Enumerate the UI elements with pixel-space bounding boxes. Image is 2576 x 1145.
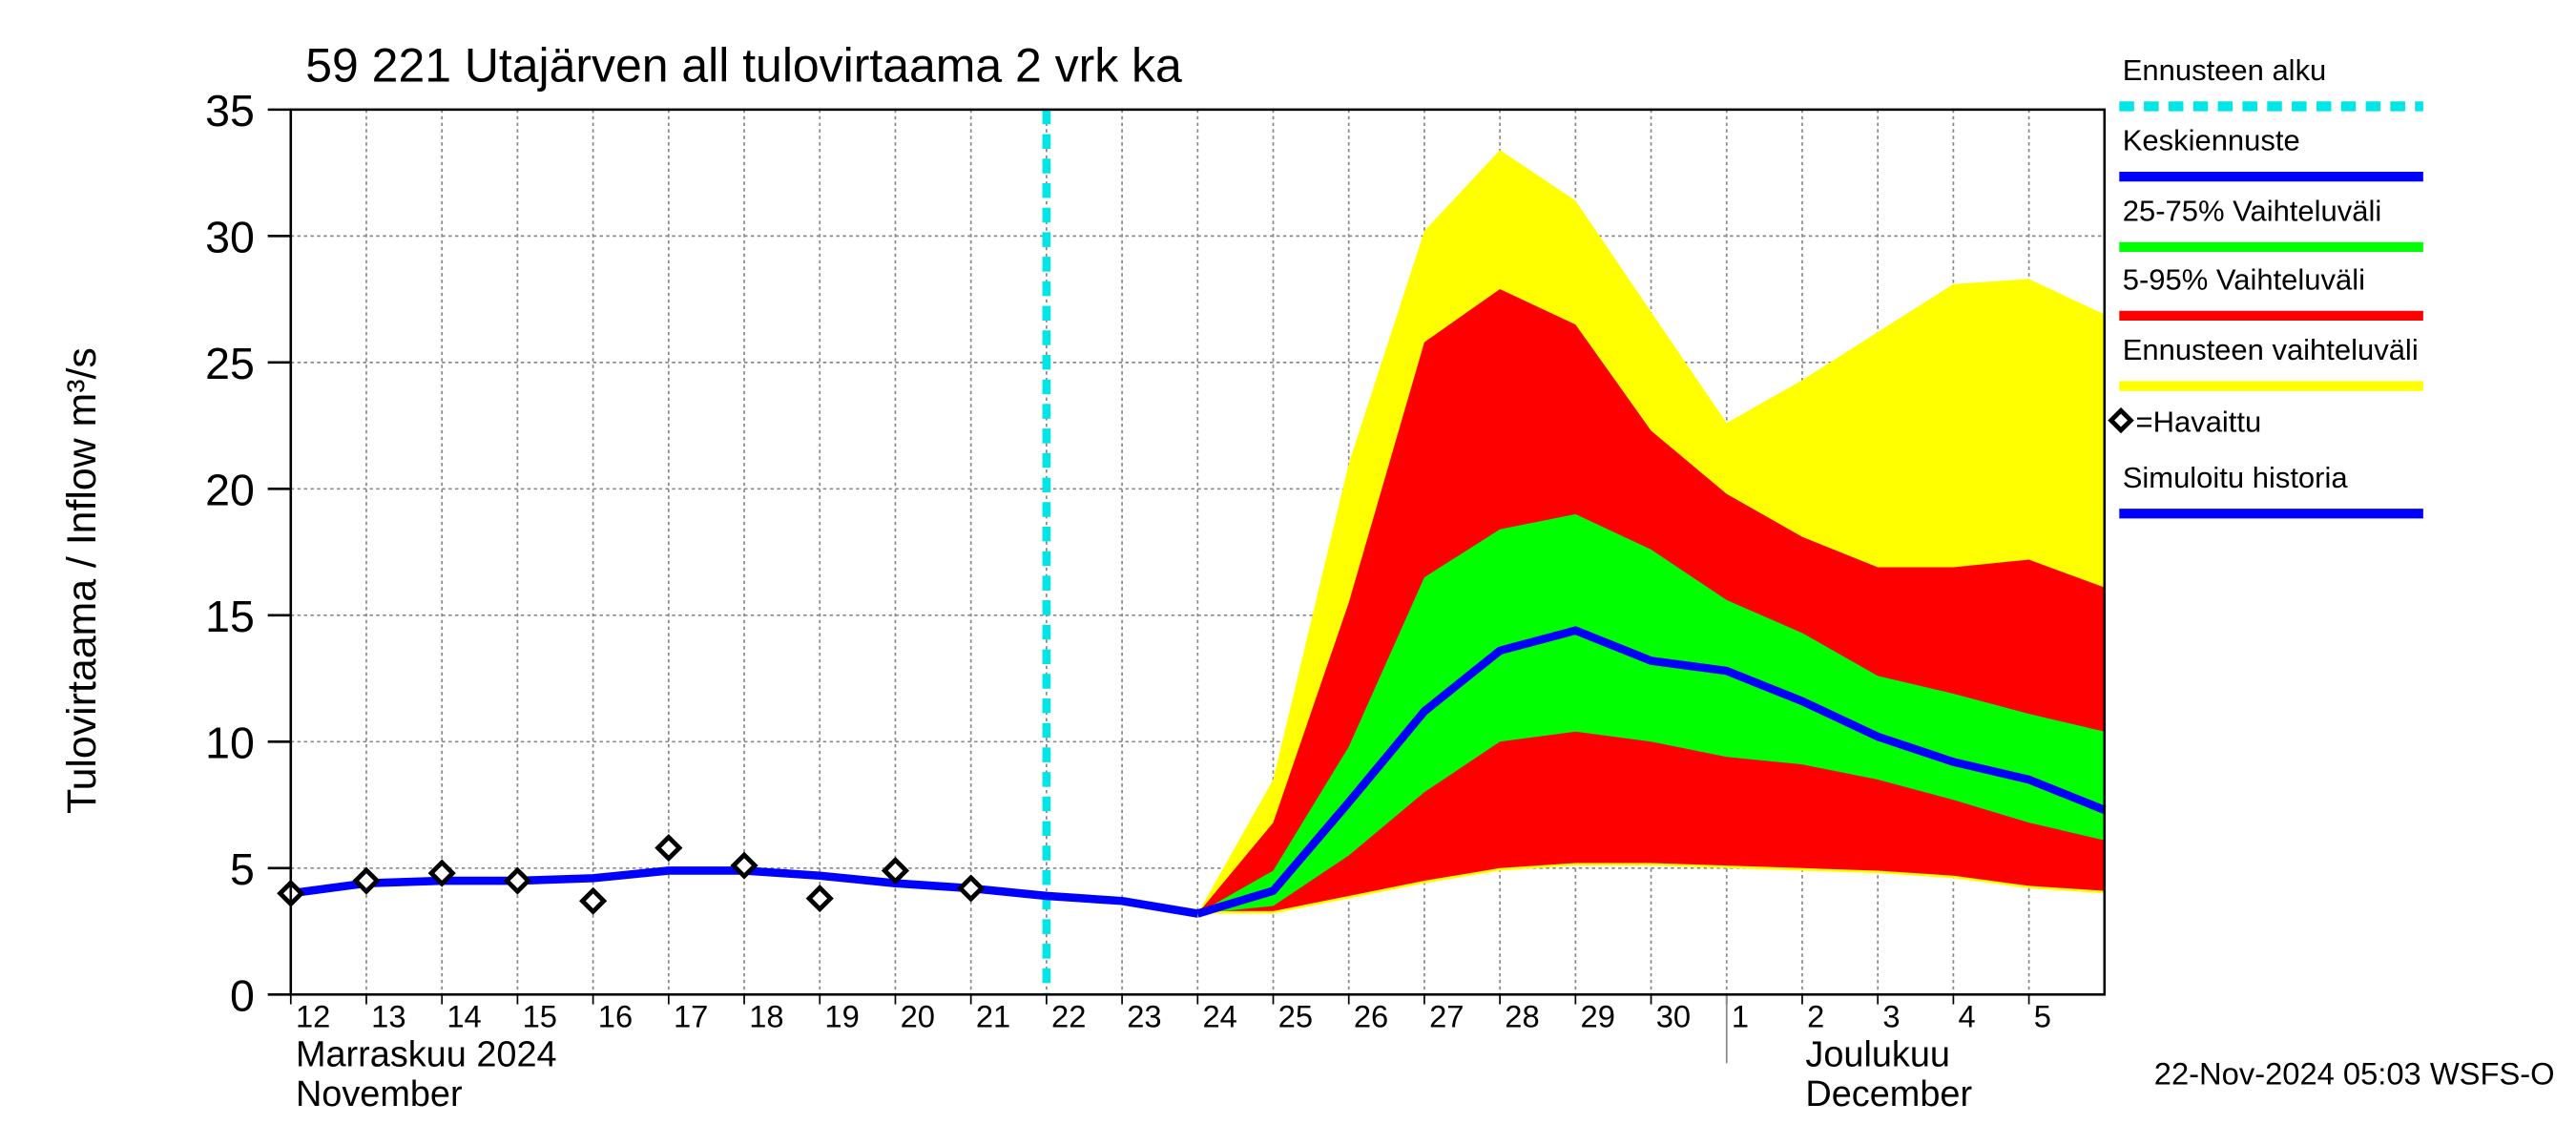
legend-label: Simuloitu historia [2123,461,2349,494]
x-tick-label: 14 [447,999,481,1034]
x-tick-label: 27 [1429,999,1464,1034]
x-tick-label: 29 [1581,999,1615,1034]
month-label: November [296,1074,463,1114]
observed-point [730,851,758,880]
x-tick-label: 4 [1959,999,1976,1034]
legend-label: Ennusteen vaihteluväli [2123,333,2419,366]
chart-title: 59 221 Utajärven all tulovirtaama 2 vrk … [305,39,1182,93]
y-tick-label: 0 [230,971,255,1021]
legend-label: 25-75% Vaihteluväli [2123,194,2381,227]
observed-point [352,866,381,895]
legend-label: Ennusteen alku [2123,53,2327,87]
x-tick-label: 28 [1505,999,1539,1034]
x-tick-label: 15 [523,999,557,1034]
x-tick-label: 23 [1127,999,1161,1034]
y-tick-label: 30 [205,213,255,262]
x-tick-label: 25 [1278,999,1313,1034]
x-tick-label: 26 [1354,999,1388,1034]
line [1196,626,2107,918]
month-label: Marraskuu 2024 [296,1035,557,1075]
month-label: Joulukuu [1805,1035,1950,1075]
y-tick-label: 5 [230,844,255,894]
footer: 22-Nov-2024 05:03 WSFS-O [2154,1056,2555,1092]
y-tick-label: 10 [205,718,255,768]
y-tick-label: 15 [205,592,255,641]
x-tick-label: 3 [1882,999,1900,1034]
y-axis-label: Tulovirtaama / Inflow m³/s [59,347,105,814]
y-tick-label: 20 [205,466,255,515]
band [1197,513,2105,914]
observed-point [957,874,986,903]
x-tick-label: 17 [674,999,708,1034]
x-tick-label: 5 [2034,999,2051,1034]
y-tick-label: 25 [205,339,255,388]
observed-point [427,859,456,887]
x-tick-label: 19 [824,999,859,1034]
x-tick-label: 22 [1051,999,1086,1034]
x-tick-label: 2 [1807,999,1824,1034]
x-tick-label: 30 [1656,999,1691,1034]
plot-frame [289,108,2107,996]
observed-point [654,834,683,863]
x-tick-label: 16 [598,999,633,1034]
x-tick-label: 21 [976,999,1010,1034]
observed-point [805,885,834,913]
legend-label: 5-95% Vaihteluväli [2123,262,2365,296]
observed-point [579,886,608,915]
observed-point [503,866,532,895]
x-tick-label: 13 [371,999,405,1034]
month-label: December [1805,1074,1972,1114]
y-tick-label: 35 [205,86,255,135]
x-tick-label: 24 [1202,999,1236,1034]
legend-label: =Havaittu [2136,406,2262,439]
legend-marker [2108,406,2134,434]
x-tick-label: 1 [1732,999,1749,1034]
observed-point [881,856,910,885]
x-tick-label: 12 [296,999,330,1034]
x-tick-label: 20 [901,999,935,1034]
legend-label: Keskiennuste [2123,124,2300,157]
x-tick-label: 18 [749,999,783,1034]
